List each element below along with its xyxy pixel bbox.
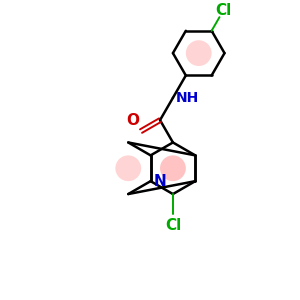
Circle shape — [160, 155, 186, 181]
Text: Cl: Cl — [215, 3, 232, 18]
Text: Cl: Cl — [165, 218, 181, 233]
Text: O: O — [127, 113, 140, 128]
Circle shape — [116, 155, 141, 181]
Text: N: N — [154, 174, 167, 189]
Circle shape — [186, 40, 211, 66]
Text: NH: NH — [176, 91, 199, 105]
